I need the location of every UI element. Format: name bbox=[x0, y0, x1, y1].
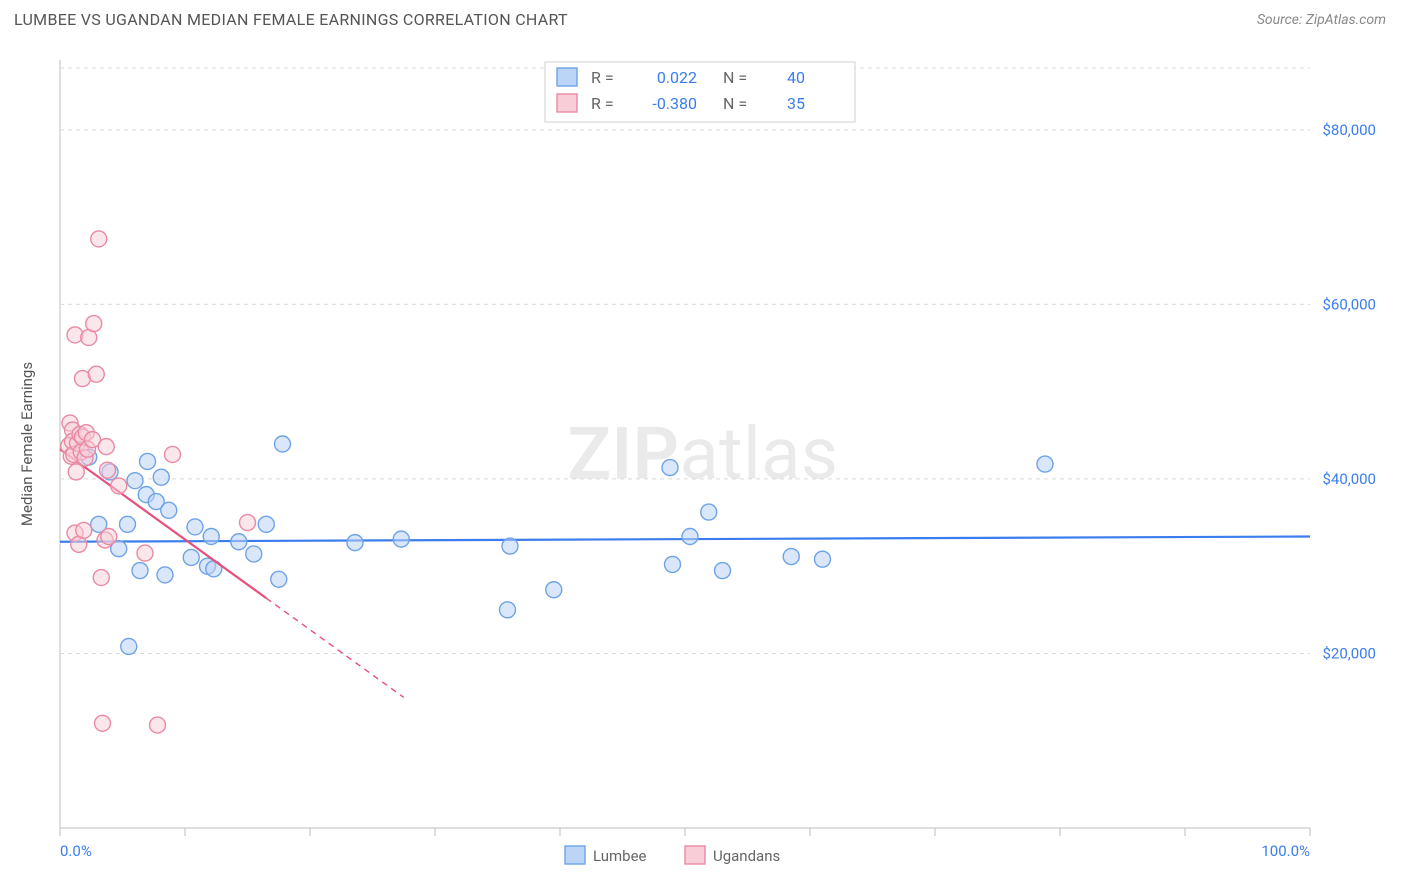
data-point bbox=[76, 522, 92, 538]
regression-line-extension bbox=[266, 598, 404, 697]
data-point bbox=[120, 516, 136, 532]
data-point bbox=[662, 460, 678, 476]
data-point bbox=[137, 545, 153, 561]
data-point bbox=[93, 570, 109, 586]
data-point bbox=[246, 546, 262, 562]
data-point bbox=[111, 478, 127, 494]
data-point bbox=[546, 582, 562, 598]
data-point bbox=[275, 436, 291, 452]
data-point bbox=[502, 538, 518, 554]
legend-n-label: N = bbox=[723, 94, 747, 113]
data-point bbox=[258, 516, 274, 532]
data-point bbox=[165, 446, 181, 462]
y-tick-label: $20,000 bbox=[1322, 644, 1376, 662]
data-point bbox=[231, 534, 247, 550]
legend-swatch bbox=[685, 846, 705, 864]
y-axis-label: Median Female Earnings bbox=[18, 362, 36, 526]
data-point bbox=[203, 529, 219, 545]
data-point bbox=[1037, 456, 1053, 472]
data-point bbox=[150, 717, 166, 733]
data-point bbox=[347, 535, 363, 551]
chart-header: LUMBEE VS UGANDAN MEDIAN FEMALE EARNINGS… bbox=[0, 0, 1406, 35]
data-point bbox=[183, 549, 199, 565]
data-point bbox=[393, 531, 409, 547]
legend-swatch bbox=[557, 94, 577, 112]
chart-title: LUMBEE VS UGANDAN MEDIAN FEMALE EARNINGS… bbox=[14, 10, 568, 29]
data-point bbox=[783, 549, 799, 565]
x-tick-label: 0.0% bbox=[60, 842, 92, 860]
chart-source: Source: ZipAtlas.com bbox=[1257, 12, 1386, 28]
correlation-scatter-chart: $20,000 $40,000 $60,000 $80,000 0.0% 100.0% Me… bbox=[14, 40, 1392, 882]
legend-n-value: 35 bbox=[787, 94, 805, 113]
data-point bbox=[68, 464, 84, 480]
legend-correlation: R = 0.022 N = 40 R = -0.380 N = 35 bbox=[545, 62, 855, 122]
data-point bbox=[91, 231, 107, 247]
data-point bbox=[815, 551, 831, 567]
legend-series-label: Lumbee bbox=[593, 847, 647, 865]
y-tick-label: $60,000 bbox=[1322, 295, 1376, 313]
y-tick-label: $80,000 bbox=[1322, 121, 1376, 139]
data-point bbox=[701, 504, 717, 520]
y-tick-label: $40,000 bbox=[1322, 470, 1376, 488]
legend-r-value: 0.022 bbox=[657, 68, 697, 87]
legend-swatch bbox=[557, 68, 577, 86]
legend-r-label: R = bbox=[591, 94, 614, 113]
data-point bbox=[665, 556, 681, 572]
data-point bbox=[682, 529, 698, 545]
legend-r-value: -0.380 bbox=[652, 94, 697, 113]
data-point bbox=[98, 439, 114, 455]
data-point bbox=[240, 515, 256, 531]
chart-container: ZIPatlas $20,000$40,000$60,000$80,0000.0… bbox=[14, 40, 1392, 882]
data-point bbox=[500, 602, 516, 618]
data-point bbox=[161, 502, 177, 518]
data-point bbox=[140, 453, 156, 469]
legend-series-label: Ugandans bbox=[713, 847, 780, 865]
data-point bbox=[95, 715, 111, 731]
data-point bbox=[101, 529, 117, 545]
legend-n-label: N = bbox=[723, 68, 747, 87]
data-point bbox=[157, 567, 173, 583]
data-point bbox=[127, 473, 143, 489]
legend-swatch bbox=[565, 846, 585, 864]
data-point bbox=[86, 316, 102, 332]
x-tick-label: 100.0% bbox=[1261, 842, 1310, 860]
data-point bbox=[187, 519, 203, 535]
data-point bbox=[121, 638, 137, 654]
data-point bbox=[715, 563, 731, 579]
data-point bbox=[153, 469, 169, 485]
data-point bbox=[132, 563, 148, 579]
data-point bbox=[100, 462, 116, 478]
data-point bbox=[271, 571, 287, 587]
legend-n-value: 40 bbox=[787, 68, 805, 87]
legend-r-label: R = bbox=[591, 68, 614, 87]
data-point bbox=[88, 366, 104, 382]
